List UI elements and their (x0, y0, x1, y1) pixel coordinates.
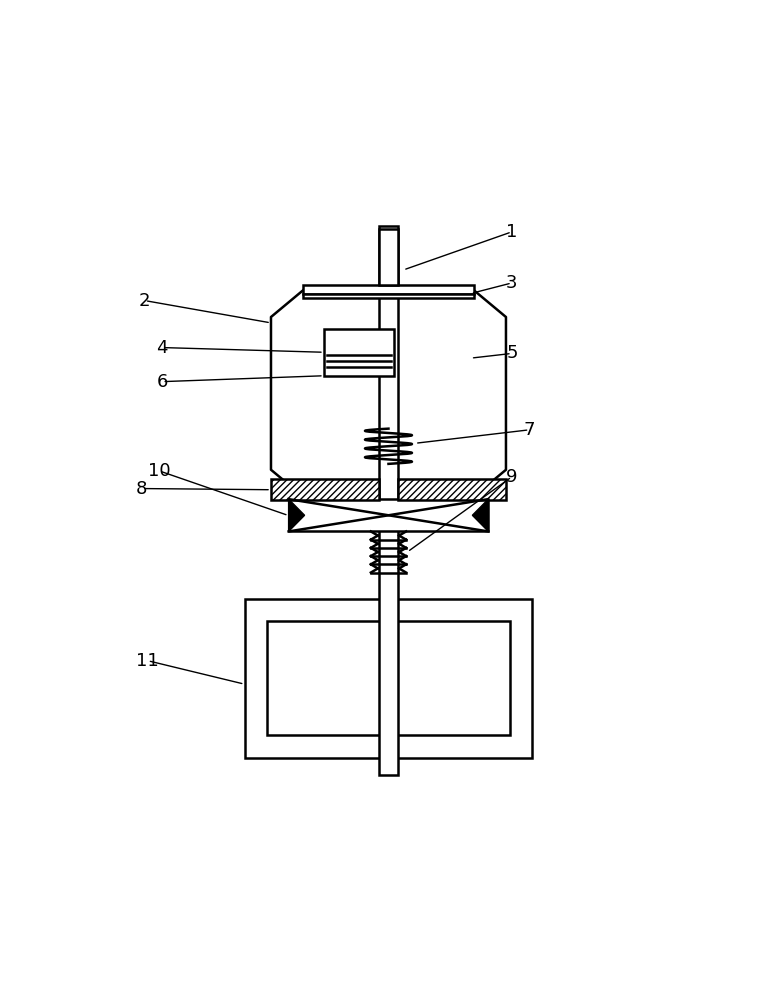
Text: 9: 9 (506, 468, 518, 486)
Text: 11: 11 (136, 652, 159, 670)
Bar (289, 499, 488, 531)
Text: 6: 6 (157, 373, 168, 391)
Text: 4: 4 (157, 339, 168, 357)
Bar (398, 479, 506, 500)
Bar (324, 329, 394, 376)
Bar (379, 229, 398, 285)
Text: 8: 8 (136, 480, 148, 498)
Bar (303, 285, 474, 294)
Bar (245, 599, 532, 758)
Polygon shape (271, 288, 506, 499)
Bar (271, 479, 379, 500)
Text: 7: 7 (524, 421, 535, 439)
Polygon shape (289, 499, 305, 531)
Text: 3: 3 (506, 274, 518, 292)
Text: 5: 5 (506, 344, 518, 362)
Bar (303, 294, 474, 298)
Bar (379, 226, 398, 775)
Polygon shape (472, 499, 488, 531)
Text: 2: 2 (139, 292, 150, 310)
Text: 10: 10 (148, 462, 171, 480)
Text: 1: 1 (506, 223, 518, 241)
Bar (267, 621, 510, 735)
